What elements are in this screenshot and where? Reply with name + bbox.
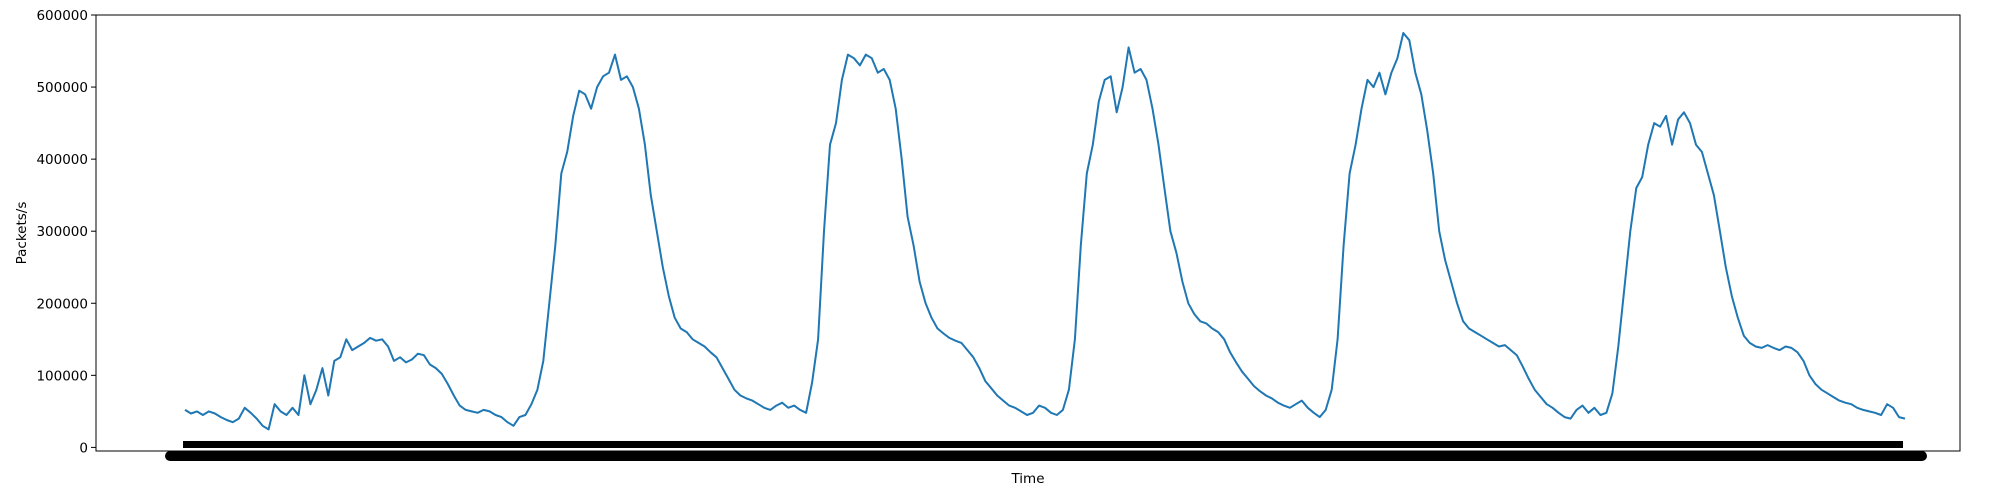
y-tick-label: 200000: [36, 296, 88, 312]
x-tick-labels-overlapping: [165, 451, 1927, 461]
plot-area: [184, 32, 1906, 431]
x-axis: [165, 441, 1927, 461]
y-tick-label: 600000: [36, 8, 88, 24]
y-tick-label: 500000: [36, 80, 88, 96]
y-tick-label: 100000: [36, 368, 88, 384]
y-axis-label: Packets/s: [14, 202, 30, 265]
y-tick-label: 0: [79, 440, 88, 456]
y-axis: 0 100000 200000 300000 400000 500000 600000: [36, 8, 96, 456]
y-tick-label: 300000: [36, 224, 88, 240]
series-line: [184, 32, 1906, 431]
x-axis-label: Time: [1010, 471, 1044, 487]
y-tick-label: 400000: [36, 152, 88, 168]
x-tick-marks-overlapping: [183, 441, 1903, 448]
